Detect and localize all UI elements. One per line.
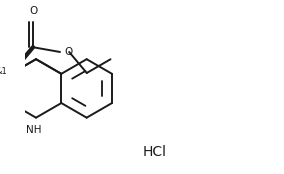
Text: &1: &1 [0,68,7,77]
Text: NH: NH [26,125,42,135]
Text: O: O [29,6,37,16]
Text: HCl: HCl [142,145,166,159]
Text: O: O [64,47,73,57]
